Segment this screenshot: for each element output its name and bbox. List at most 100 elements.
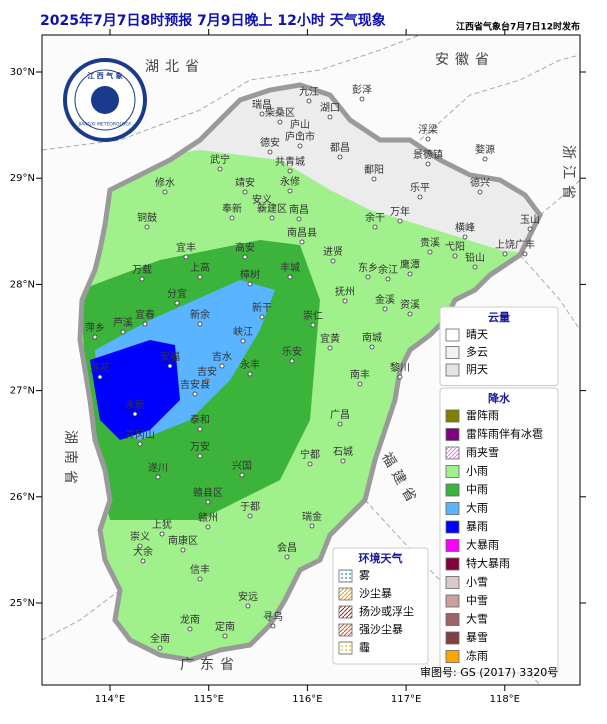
legend-swatch xyxy=(445,446,460,460)
legend-swatch xyxy=(445,363,460,377)
city-dot xyxy=(472,264,478,270)
city-label: 于都 xyxy=(240,501,260,513)
city-label: 修水 xyxy=(155,176,175,189)
city-label: 吉安 xyxy=(197,365,217,378)
city-label: 宜丰 xyxy=(176,241,196,254)
legend-label: 霾 xyxy=(359,641,370,654)
legend-swatch xyxy=(445,346,460,359)
city-label: 上犹 xyxy=(152,519,172,531)
city-dot xyxy=(132,411,138,417)
city-label: 乐平 xyxy=(410,182,430,194)
city-dot xyxy=(259,206,265,212)
city-dot xyxy=(385,276,391,282)
city-dot xyxy=(140,558,146,564)
city-label: 玉山 xyxy=(520,214,540,226)
city-dot xyxy=(425,136,431,142)
legend-swatch xyxy=(338,623,353,637)
legend-label: 沙尘暴 xyxy=(359,587,392,600)
city-dot xyxy=(297,143,303,149)
city-label: 金溪 xyxy=(375,293,395,306)
city-label: 遂川 xyxy=(148,461,168,474)
city-dot xyxy=(242,189,248,195)
legend-label: 多云 xyxy=(466,345,488,359)
city-dot xyxy=(219,363,225,369)
legend-label: 中雪 xyxy=(466,594,488,607)
city-label: 赣州 xyxy=(198,511,218,524)
city-label: 靖安 xyxy=(235,176,255,189)
city-dot xyxy=(267,149,273,155)
city-label: 余江 xyxy=(378,263,398,276)
city-dot xyxy=(144,224,150,230)
legend-swatch xyxy=(445,409,460,423)
city-label: 余干 xyxy=(365,211,385,224)
city-label: 分宜 xyxy=(167,287,187,300)
city-label: 鄱阳 xyxy=(364,163,384,176)
city-dot xyxy=(229,215,235,221)
city-dot xyxy=(162,189,168,195)
legend-label: 冻雨 xyxy=(466,649,488,663)
city-label: 广昌 xyxy=(330,409,350,421)
legend-label: 中雨 xyxy=(466,483,488,496)
city-label: 横峰 xyxy=(455,221,475,234)
issuer: 江西省气象台7月7日12时发布 xyxy=(456,21,580,33)
city-label: 进贤 xyxy=(323,246,343,258)
city-dot xyxy=(137,441,143,447)
legend-swatch xyxy=(445,328,460,342)
city-label: 湖口 xyxy=(320,102,340,114)
legend-label: 阴天 xyxy=(466,363,488,376)
city-dot xyxy=(197,321,203,327)
city-label: 崇仁 xyxy=(303,310,323,322)
city-dot xyxy=(407,271,413,277)
city-dot xyxy=(239,472,245,478)
city-dot xyxy=(309,523,315,529)
city-dot xyxy=(97,374,103,380)
city-dot xyxy=(342,298,348,304)
city-label: 莲花 xyxy=(90,361,110,374)
city-dot xyxy=(284,554,290,560)
city-dot xyxy=(137,543,143,549)
city-dot xyxy=(330,258,336,264)
legend-label: 小雨 xyxy=(466,465,488,478)
city-label: 崇义 xyxy=(130,531,150,543)
province-label: 广东省 xyxy=(180,657,240,673)
city-dot xyxy=(299,239,305,245)
city-dot xyxy=(247,371,253,377)
city-label: 萍乡 xyxy=(85,322,105,334)
city-label: 吉水 xyxy=(212,351,232,363)
legend-label: 暴雨 xyxy=(466,520,488,533)
city-label: 柴桑区 xyxy=(265,106,295,119)
city-dot xyxy=(297,131,303,137)
city-label: 大余 xyxy=(133,545,153,558)
city-dot xyxy=(397,218,403,224)
city-label: 高安 xyxy=(235,241,255,254)
city-label: 新建区 xyxy=(257,202,287,215)
city-label: 资溪 xyxy=(400,299,420,311)
map-frame xyxy=(41,34,581,686)
city-dot xyxy=(277,119,283,125)
city-dot xyxy=(197,453,203,459)
logo-english: JIANGXI METEOROLOGY xyxy=(78,122,132,128)
city-label: 安远 xyxy=(238,590,258,603)
city-dot xyxy=(337,154,343,160)
city-label: 新干 xyxy=(252,301,272,314)
city-label: 安义 xyxy=(252,193,272,206)
city-label: 信丰 xyxy=(190,563,210,576)
city-dot xyxy=(452,253,458,259)
lon-tick-label: 114°E xyxy=(95,694,125,705)
axis-ticks: 114°E 115°E 116°E 117°E 118°E 30°N 29°N 28°N 27°… xyxy=(10,29,586,705)
city-dot xyxy=(365,274,371,280)
city-label: 庐山 xyxy=(290,118,310,131)
legend-swatch xyxy=(445,520,460,534)
approval-number: 审图号: GS (2017) 3320号 xyxy=(420,665,558,679)
city-label: 芦溪 xyxy=(113,317,133,329)
city-label: 吉安县 xyxy=(180,378,210,391)
city-dot xyxy=(287,188,293,194)
legend-swatch xyxy=(445,539,460,552)
city-label: 彭泽 xyxy=(352,83,372,96)
city-dot xyxy=(120,329,126,335)
city-label: 永修 xyxy=(280,175,300,188)
city-dot xyxy=(197,576,203,582)
city-dot xyxy=(197,426,203,432)
city-label: 瑞昌 xyxy=(252,99,272,111)
